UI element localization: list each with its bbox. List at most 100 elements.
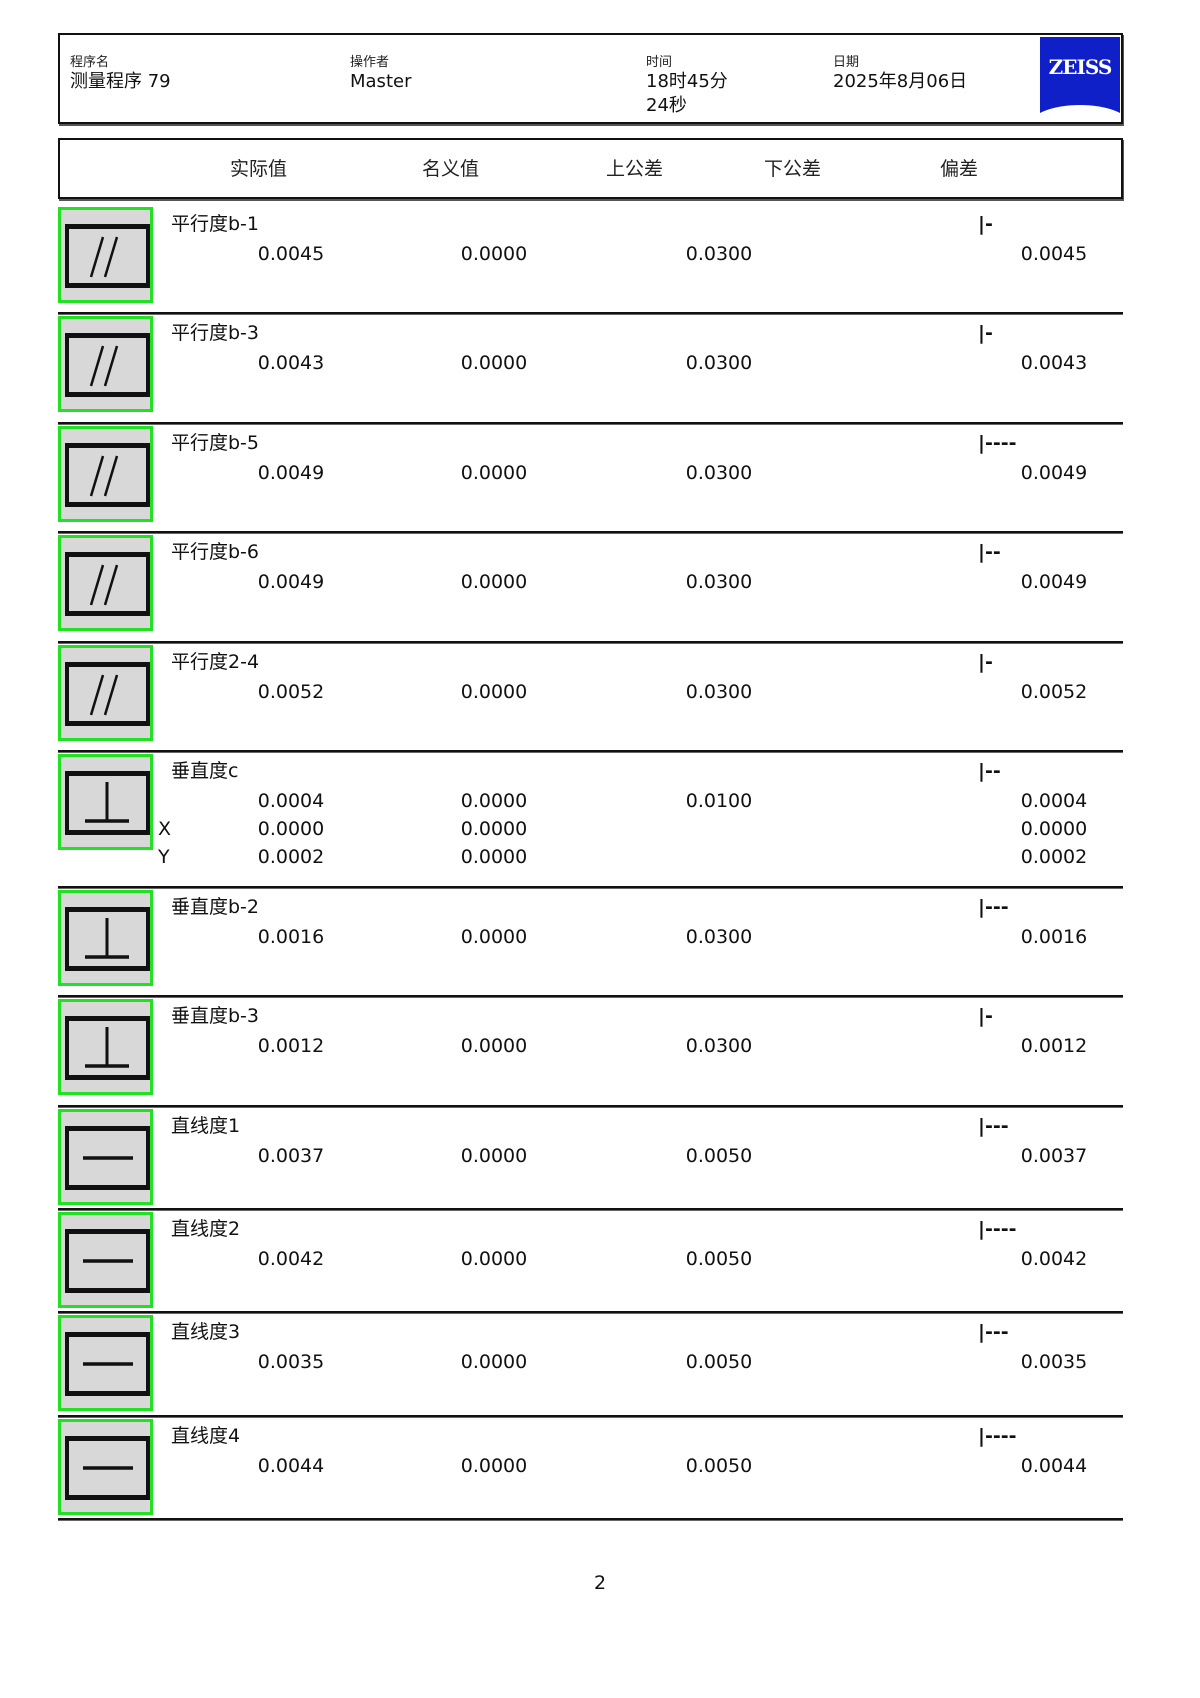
upper-tolerance: 0.0300 [685, 681, 753, 703]
deviation-value: 0.0042 [1020, 1248, 1088, 1270]
axis-deviation-value: 0.0000 [1020, 818, 1088, 840]
deviation-value: 0.0045 [1020, 243, 1088, 265]
deviation-bar: |-- [978, 541, 1001, 563]
measurement-row: 直线度1 |--- 0.0037 0.0000 0.0050 0.0037 [58, 1107, 1123, 1210]
measurement-row: 平行度b-5 |---- 0.0049 0.0000 0.0300 0.0049 [58, 424, 1123, 533]
time-value: 18时45分 [646, 71, 728, 92]
feature-name: 平行度2-4 [171, 651, 260, 673]
nominal-value: 0.0000 [460, 571, 528, 593]
col-nominal: 名义值 [422, 158, 480, 180]
nominal-value: 0.0000 [460, 790, 528, 812]
deviation-value: 0.0049 [1020, 462, 1088, 484]
upper-tolerance: 0.0300 [685, 243, 753, 265]
straightness-icon [58, 1419, 153, 1515]
deviation-bar: |- [978, 213, 993, 235]
deviation-bar: |---- [978, 432, 1017, 454]
actual-value: 0.0049 [257, 462, 325, 484]
deviation-value: 0.0035 [1020, 1351, 1088, 1373]
upper-tolerance: 0.0300 [685, 1035, 753, 1057]
feature-name: 直线度1 [171, 1115, 241, 1137]
zeiss-logo: ZEISS [1040, 37, 1120, 119]
deviation-value: 0.0037 [1020, 1145, 1088, 1167]
nominal-value: 0.0000 [460, 1351, 528, 1373]
operator-label: 操作者 [350, 55, 390, 70]
time-field: 时间 18时45分 24秒 [646, 51, 728, 118]
date-field: 日期 2025年8月06日 [833, 51, 967, 94]
parallelism-icon [58, 207, 153, 303]
measurement-row: 平行度b-1 |- 0.0045 0.0000 0.0300 0.0045 [58, 205, 1123, 314]
deviation-value: 0.0016 [1020, 926, 1088, 948]
deviation-bar: |--- [978, 896, 1009, 918]
measurement-row: 垂直度b-2 |--- 0.0016 0.0000 0.0300 0.0016 [58, 888, 1123, 997]
deviation-bar: |---- [978, 1425, 1017, 1447]
deviation-bar: |- [978, 322, 993, 344]
actual-value: 0.0035 [257, 1351, 325, 1373]
nominal-value: 0.0000 [460, 1145, 528, 1167]
operator-value: Master [350, 71, 412, 92]
deviation-value: 0.0004 [1020, 790, 1088, 812]
axis-deviation-value: 0.0002 [1020, 846, 1088, 868]
upper-tolerance: 0.0100 [685, 790, 753, 812]
upper-tolerance: 0.0300 [685, 926, 753, 948]
parallelism-icon [58, 535, 153, 631]
col-upper-tol: 上公差 [606, 158, 664, 180]
straightness-icon [58, 1109, 153, 1205]
parallelism-icon [58, 426, 153, 522]
col-deviation: 偏差 [940, 158, 979, 180]
date-label: 日期 [833, 55, 860, 70]
feature-name: 垂直度b-3 [171, 1005, 260, 1027]
date-value: 2025年8月06日 [833, 71, 968, 92]
nominal-value: 0.0000 [460, 1035, 528, 1057]
deviation-bar: |--- [978, 1115, 1009, 1137]
axis-nominal-value: 0.0000 [460, 818, 528, 840]
page-number: 2 [593, 1572, 607, 1594]
feature-name: 平行度b-1 [171, 213, 260, 235]
upper-tolerance: 0.0050 [685, 1145, 753, 1167]
upper-tolerance: 0.0050 [685, 1455, 753, 1477]
feature-name: 直线度3 [171, 1321, 241, 1343]
deviation-bar: |-- [978, 760, 1001, 782]
upper-tolerance: 0.0050 [685, 1351, 753, 1373]
col-lower-tol: 下公差 [764, 158, 822, 180]
feature-name: 平行度b-5 [171, 432, 260, 454]
upper-tolerance: 0.0050 [685, 1248, 753, 1270]
feature-name: 直线度4 [171, 1425, 241, 1447]
column-header: 实际值 名义值 上公差 下公差 偏差 [58, 138, 1123, 199]
nominal-value: 0.0000 [460, 1248, 528, 1270]
actual-value: 0.0044 [257, 1455, 325, 1477]
deviation-value: 0.0044 [1020, 1455, 1088, 1477]
feature-name: 垂直度b-2 [171, 896, 260, 918]
deviation-bar: |- [978, 651, 993, 673]
feature-name: 直线度2 [171, 1218, 241, 1240]
actual-value: 0.0049 [257, 571, 325, 593]
feature-name: 垂直度c [171, 760, 239, 782]
axis-actual-value: 0.0000 [257, 818, 325, 840]
deviation-bar: |- [978, 1005, 993, 1027]
upper-tolerance: 0.0300 [685, 462, 753, 484]
actual-value: 0.0045 [257, 243, 325, 265]
deviation-value: 0.0012 [1020, 1035, 1088, 1057]
axis-label: X [158, 818, 172, 840]
deviation-value: 0.0043 [1020, 352, 1088, 374]
deviation-value: 0.0052 [1020, 681, 1088, 703]
nominal-value: 0.0000 [460, 352, 528, 374]
time-label: 时间 [646, 55, 673, 70]
upper-tolerance: 0.0300 [685, 571, 753, 593]
actual-value: 0.0004 [257, 790, 325, 812]
program-field: 程序名 测量程序 79 [70, 51, 171, 94]
measurement-row: 垂直度b-3 |- 0.0012 0.0000 0.0300 0.0012 [58, 997, 1123, 1107]
nominal-value: 0.0000 [460, 462, 528, 484]
actual-value: 0.0012 [257, 1035, 325, 1057]
actual-value: 0.0042 [257, 1248, 325, 1270]
measurement-row: 平行度2-4 |- 0.0052 0.0000 0.0300 0.0052 [58, 643, 1123, 752]
parallelism-icon [58, 645, 153, 741]
program-value: 测量程序 79 [70, 71, 171, 92]
actual-value: 0.0052 [257, 681, 325, 703]
straightness-icon [58, 1315, 153, 1411]
feature-name: 平行度b-3 [171, 322, 260, 344]
measurement-row: 直线度2 |---- 0.0042 0.0000 0.0050 0.0042 [58, 1210, 1123, 1313]
nominal-value: 0.0000 [460, 926, 528, 948]
axis-nominal-value: 0.0000 [460, 846, 528, 868]
measurement-row: 直线度3 |--- 0.0035 0.0000 0.0050 0.0035 [58, 1313, 1123, 1417]
upper-tolerance: 0.0300 [685, 352, 753, 374]
